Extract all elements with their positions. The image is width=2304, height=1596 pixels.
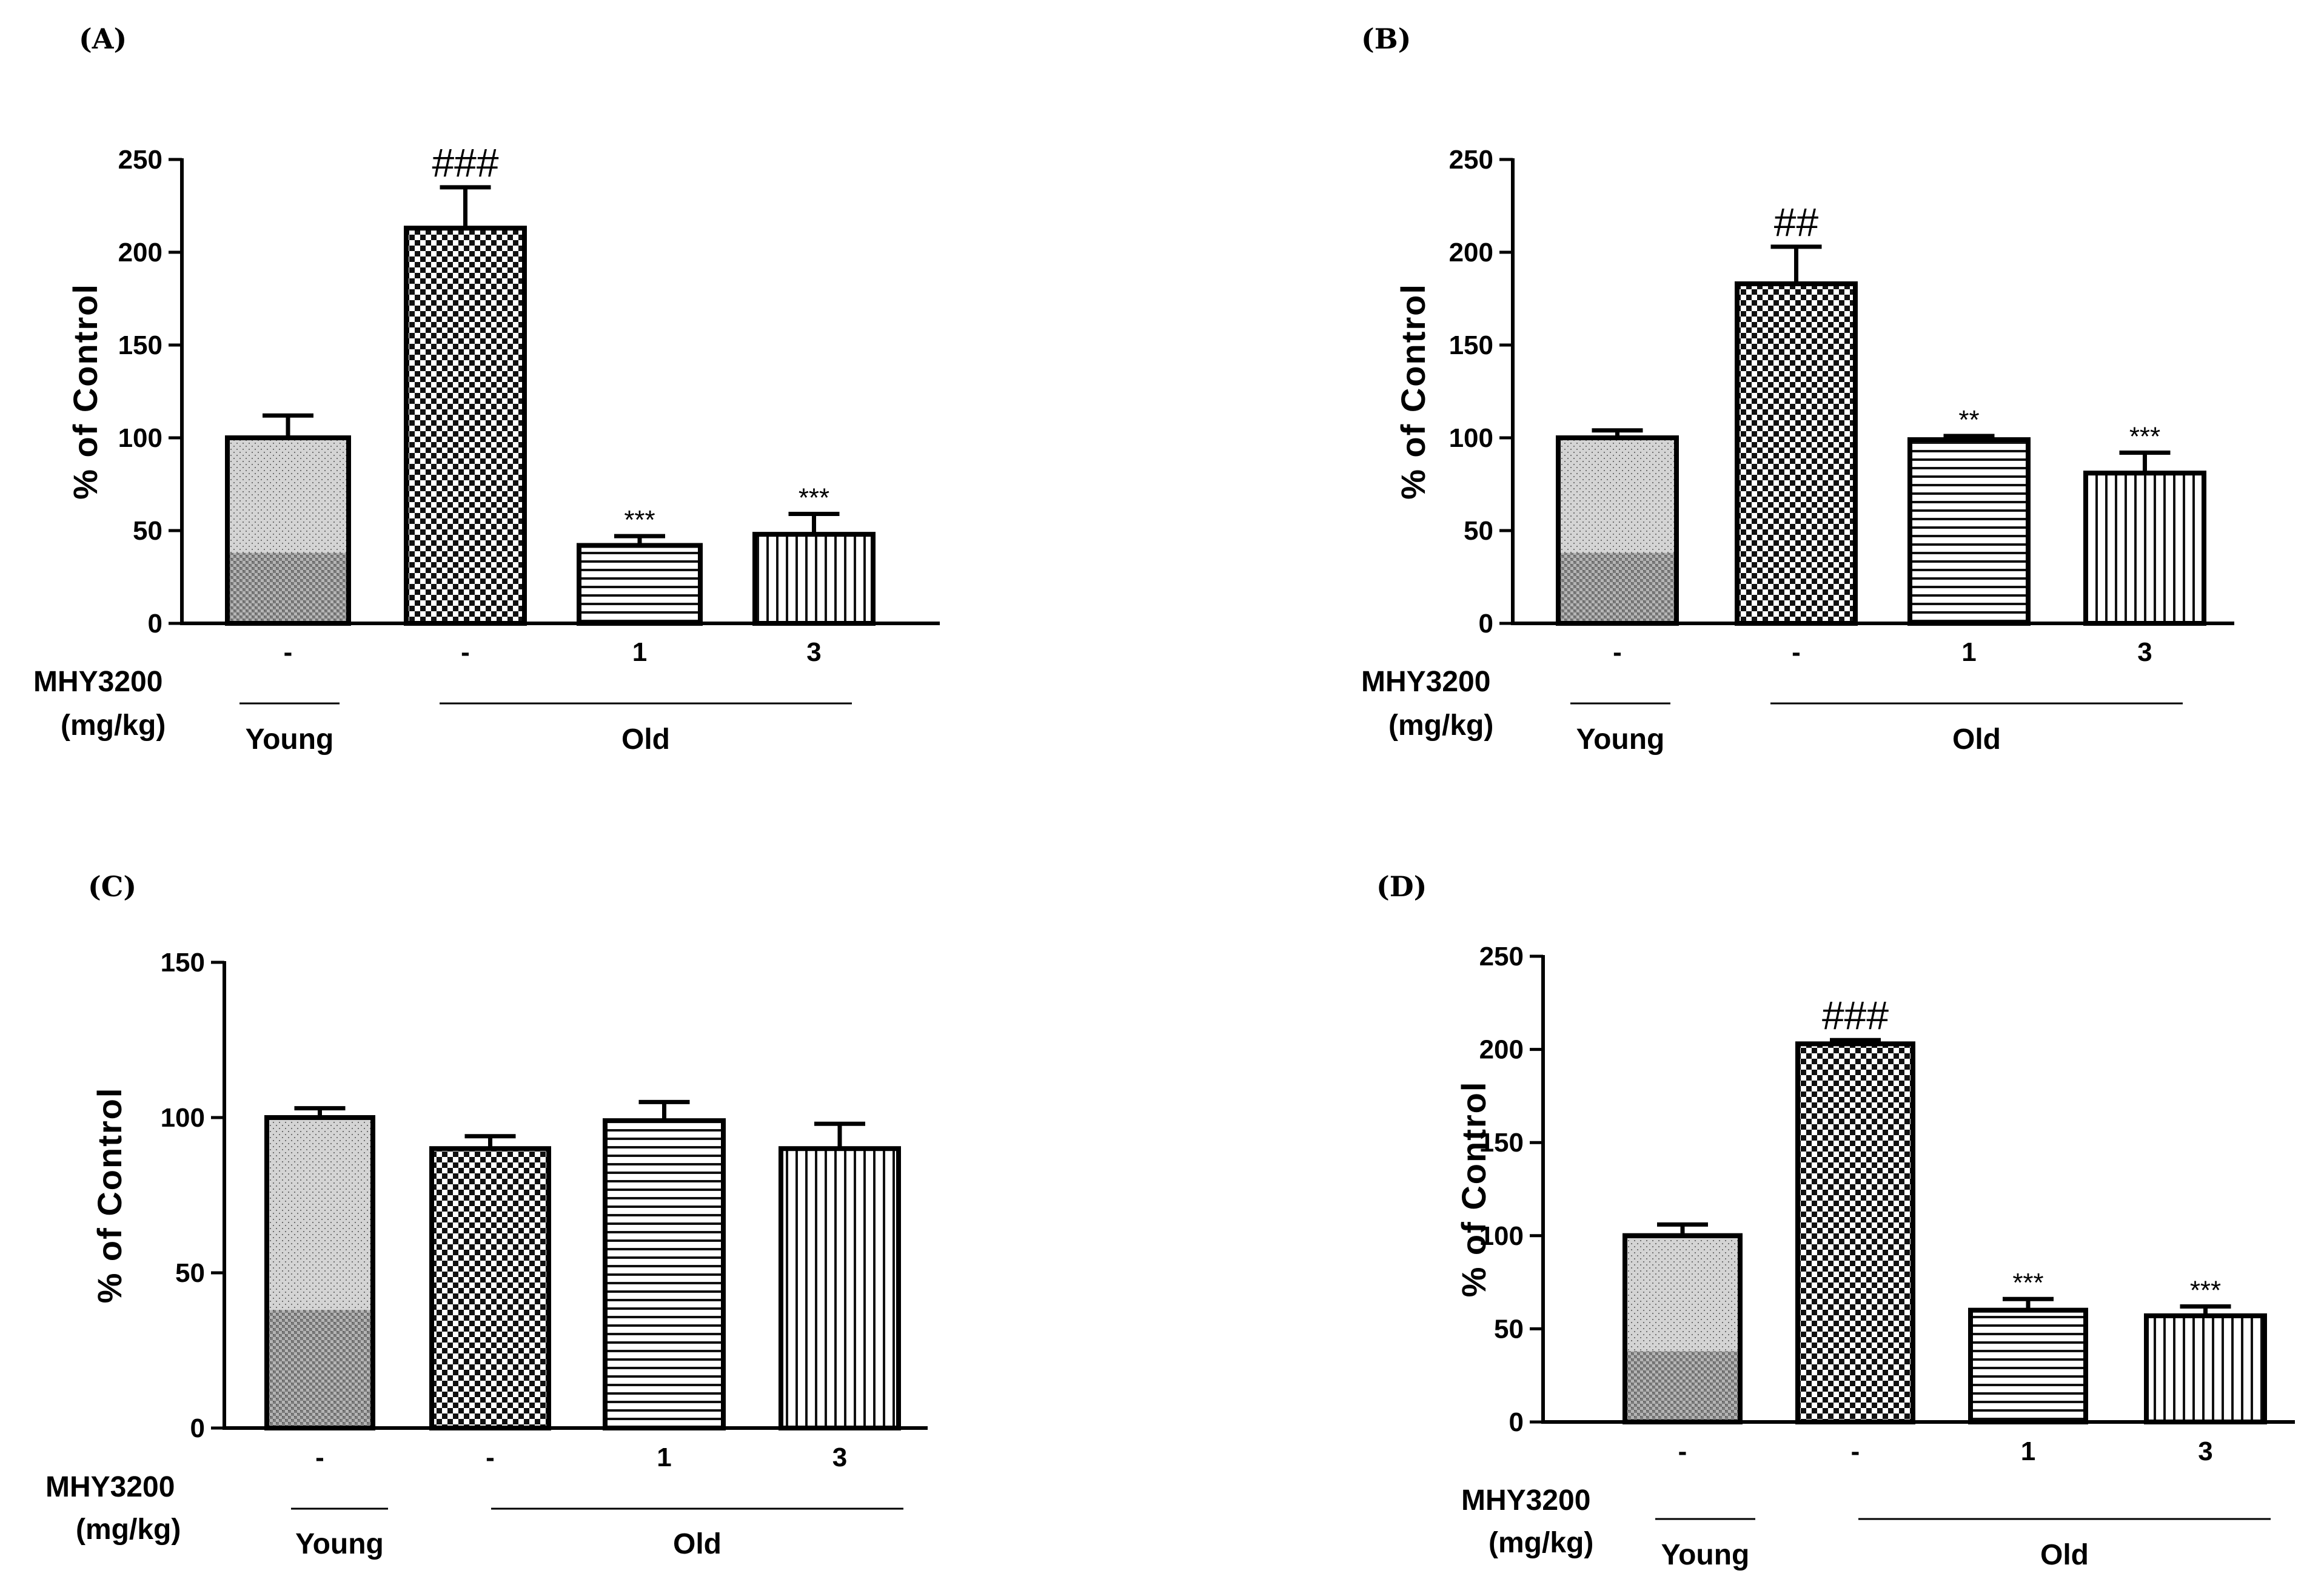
x-axis-unit: (mg/kg) [61, 709, 166, 742]
x-tick-label: - [284, 637, 293, 667]
group-label: Young [246, 723, 334, 756]
group-label: Young [1661, 1539, 1750, 1571]
y-tick-label: 250 [1479, 942, 1524, 971]
x-axis-unit: (mg/kg) [76, 1514, 181, 1546]
panel-a: (A) 0 50 100 150 200 250 % of Control - ### - *** 1 *… [33, 22, 940, 756]
y-tick-label: 50 [1464, 516, 1493, 546]
bar-outline [264, 1115, 375, 1430]
y-tick-label: 150 [118, 330, 162, 360]
y-tick-label: 150 [1449, 330, 1493, 360]
group-label: Old [621, 723, 670, 756]
significance-label: *** [2012, 1268, 2043, 1298]
bar [1968, 1307, 2088, 1424]
x-tick-label: - [486, 1443, 495, 1472]
panel-label: (D) [1376, 870, 1427, 903]
bar [1735, 281, 1858, 626]
y-tick-label: 0 [1479, 609, 1493, 639]
y-tick-label: 100 [118, 423, 162, 453]
y-tick-label: 100 [1449, 423, 1493, 453]
y-tick-label: 200 [118, 238, 162, 267]
x-tick-label: 3 [806, 637, 821, 667]
x-tick-label: - [315, 1443, 324, 1472]
significance-label: ### [1822, 993, 1889, 1038]
y-tick-label: 100 [161, 1103, 205, 1133]
significance-label: *** [799, 483, 829, 512]
bar-outline [1623, 1233, 1743, 1425]
x-tick-label: 1 [657, 1443, 671, 1472]
panel-label: (B) [1361, 22, 1411, 55]
bar [2083, 471, 2206, 626]
x-axis-title: MHY3200 [33, 666, 162, 698]
x-axis-title: MHY3200 [1461, 1484, 1590, 1517]
x-tick-label: 1 [1961, 637, 1976, 667]
y-axis-label: % of Control [90, 1087, 129, 1304]
x-tick-label: 1 [2021, 1437, 2035, 1466]
group-label: Young [1576, 723, 1665, 756]
x-tick-label: 1 [632, 637, 647, 667]
y-tick-label: 200 [1479, 1035, 1524, 1065]
significance-label: *** [2129, 421, 2160, 451]
group-label: Old [1952, 723, 2001, 756]
y-tick-label: 150 [161, 948, 205, 977]
panel-b: (B) 0 50 100 150 200 250 % of Control - ## - ** 1 ***… [1361, 22, 2234, 756]
x-tick-label: - [461, 637, 470, 667]
x-tick-label: - [1613, 637, 1622, 667]
bar-shade [1627, 1351, 1738, 1420]
y-tick-label: 0 [1509, 1407, 1524, 1437]
y-tick-label: 100 [1479, 1221, 1524, 1251]
panel-c: (C) 0 50 100 150 % of Control - - 1 3 MHY3200 (mg/k… [45, 870, 928, 1560]
significance-label: *** [624, 505, 655, 535]
y-tick-label: 150 [1479, 1128, 1524, 1158]
x-axis-unit: (mg/kg) [1489, 1527, 1593, 1559]
y-tick-label: 250 [1449, 145, 1493, 175]
bar [779, 1146, 901, 1430]
bar [577, 543, 703, 626]
bar-shade [230, 552, 346, 621]
y-tick-label: 50 [1494, 1314, 1524, 1344]
x-axis-title: MHY3200 [1361, 666, 1490, 698]
significance-label: *** [2190, 1276, 2221, 1306]
group-label: Old [2040, 1539, 2089, 1571]
x-tick-label: 3 [2198, 1437, 2212, 1466]
bar [429, 1146, 551, 1430]
panel-d: (D) 0 50 100 150 200 250 % of Control - ### - *** 1 *… [1376, 870, 2295, 1571]
group-label: Old [673, 1528, 722, 1560]
bar [1795, 1041, 1915, 1425]
x-axis-unit: (mg/kg) [1388, 709, 1493, 742]
significance-label: ** [1958, 405, 1979, 435]
bar [603, 1118, 726, 1430]
bar [752, 532, 876, 626]
y-tick-label: 0 [190, 1413, 205, 1443]
x-tick-label: 3 [2137, 637, 2152, 667]
y-axis-label: % of Control [66, 283, 104, 500]
y-tick-label: 200 [1449, 238, 1493, 267]
bar [2144, 1313, 2267, 1424]
y-axis-label: % of Control [1455, 1081, 1493, 1298]
significance-label: ## [1774, 200, 1819, 244]
x-tick-label: - [1678, 1437, 1687, 1466]
bar [1907, 437, 2031, 626]
panel-label: (A) [79, 22, 127, 55]
y-tick-label: 50 [133, 516, 162, 546]
bar-outline [225, 435, 351, 626]
x-axis-title: MHY3200 [45, 1471, 175, 1503]
group-label: Young [295, 1528, 384, 1560]
y-axis-label: % of Control [1394, 283, 1432, 500]
y-tick-label: 0 [148, 609, 162, 639]
y-tick-label: 250 [118, 145, 162, 175]
bar-shade [1561, 552, 1674, 621]
x-tick-label: - [1792, 637, 1801, 667]
x-tick-label: - [1851, 1437, 1860, 1466]
bar-outline [1556, 435, 1679, 626]
significance-label: ### [432, 140, 498, 185]
bar [404, 226, 527, 626]
bar-shade [269, 1310, 370, 1426]
x-tick-label: 3 [832, 1443, 847, 1472]
y-tick-label: 50 [175, 1258, 205, 1288]
panel-label: (C) [88, 870, 136, 903]
